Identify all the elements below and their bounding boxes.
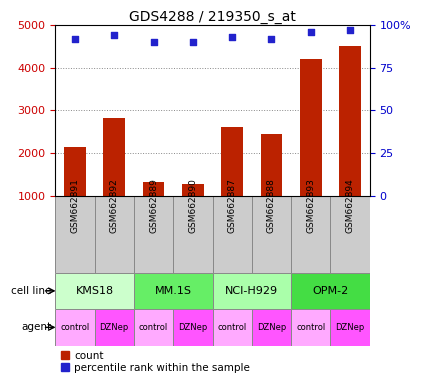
Point [71, 36, 78, 42]
Text: KMS18: KMS18 [76, 286, 113, 296]
Bar [55, 196, 94, 273]
Bar [134, 196, 173, 273]
Text: DZNep: DZNep [257, 323, 286, 332]
Bar [134, 309, 173, 346]
Legend: count, percentile rank within the sample: count, percentile rank within the sample [60, 351, 250, 373]
Text: control: control [218, 323, 247, 332]
Text: OPM-2: OPM-2 [312, 286, 348, 296]
Text: GSM662894: GSM662894 [346, 178, 354, 233]
Point [111, 32, 118, 38]
Bar [182, 184, 204, 238]
Bar [291, 273, 370, 309]
Bar [252, 309, 291, 346]
Bar [103, 118, 125, 238]
Text: MM.1S: MM.1S [155, 286, 192, 296]
Text: DZNep: DZNep [335, 323, 365, 332]
Text: control: control [139, 323, 168, 332]
Bar [55, 309, 94, 346]
Text: GSM662893: GSM662893 [306, 178, 315, 233]
Text: GSM662888: GSM662888 [267, 178, 276, 233]
Bar [339, 46, 361, 238]
Bar [300, 59, 322, 238]
Text: cell line: cell line [11, 286, 51, 296]
Bar [261, 134, 282, 238]
Point [190, 39, 196, 45]
Text: DZNep: DZNep [99, 323, 129, 332]
Bar [173, 196, 212, 273]
Text: GSM662892: GSM662892 [110, 178, 119, 233]
Bar [291, 196, 331, 273]
Text: GSM662887: GSM662887 [228, 178, 237, 233]
Bar [64, 147, 86, 238]
Bar [94, 196, 134, 273]
Text: GSM662889: GSM662889 [149, 178, 158, 233]
Bar [134, 273, 212, 309]
Point [347, 27, 354, 33]
Point [229, 34, 235, 40]
Text: NCI-H929: NCI-H929 [225, 286, 278, 296]
Bar [143, 182, 164, 238]
Text: agent: agent [21, 322, 51, 333]
Point [268, 36, 275, 42]
Bar [331, 309, 370, 346]
Bar [173, 309, 212, 346]
Bar [212, 196, 252, 273]
Text: control: control [60, 323, 90, 332]
Title: GDS4288 / 219350_s_at: GDS4288 / 219350_s_at [129, 10, 296, 24]
Text: GSM662890: GSM662890 [188, 178, 197, 233]
Text: control: control [296, 323, 326, 332]
Bar [331, 196, 370, 273]
Text: DZNep: DZNep [178, 323, 207, 332]
Point [150, 39, 157, 45]
Bar [212, 273, 291, 309]
Bar [221, 127, 243, 238]
Bar [252, 196, 291, 273]
Point [307, 29, 314, 35]
Bar [212, 309, 252, 346]
Bar [94, 309, 134, 346]
Bar [291, 309, 331, 346]
Bar [55, 273, 134, 309]
Text: GSM662891: GSM662891 [71, 178, 79, 233]
